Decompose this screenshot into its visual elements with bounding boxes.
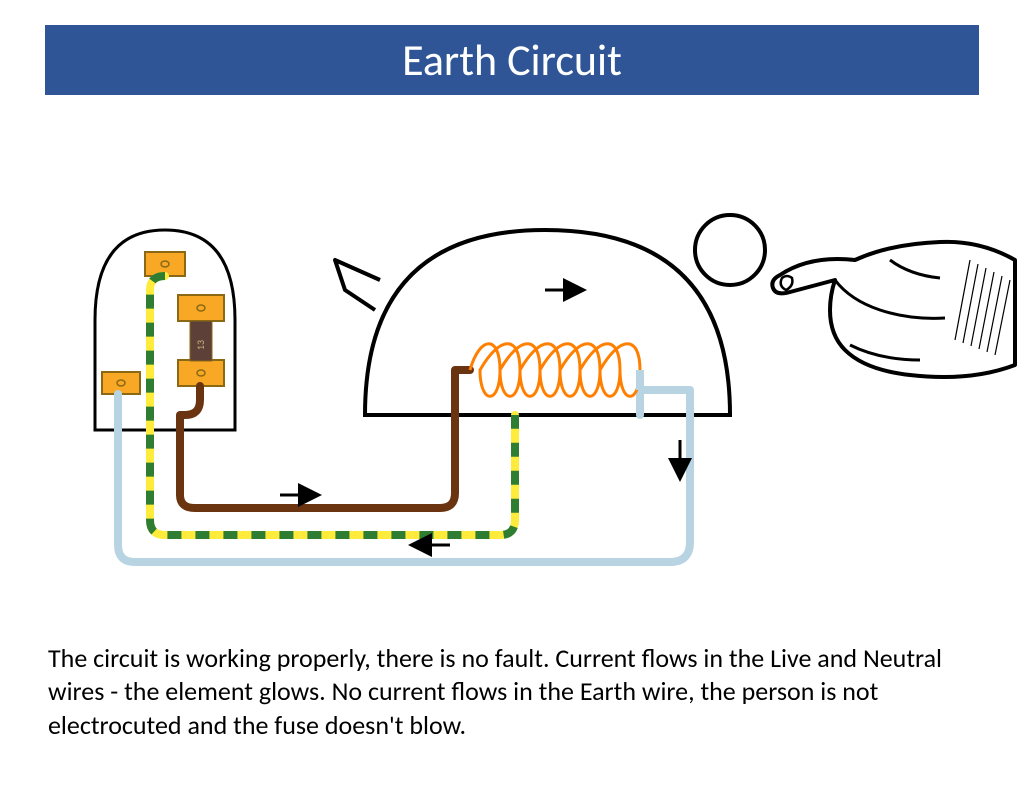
svg-text:13: 13: [194, 340, 207, 350]
page-title: Earth Circuit: [402, 33, 622, 87]
description-text: The circuit is working properly, there i…: [48, 642, 976, 743]
circuit-diagram: 13: [0, 190, 1024, 590]
title-bar: Earth Circuit: [45, 25, 979, 95]
